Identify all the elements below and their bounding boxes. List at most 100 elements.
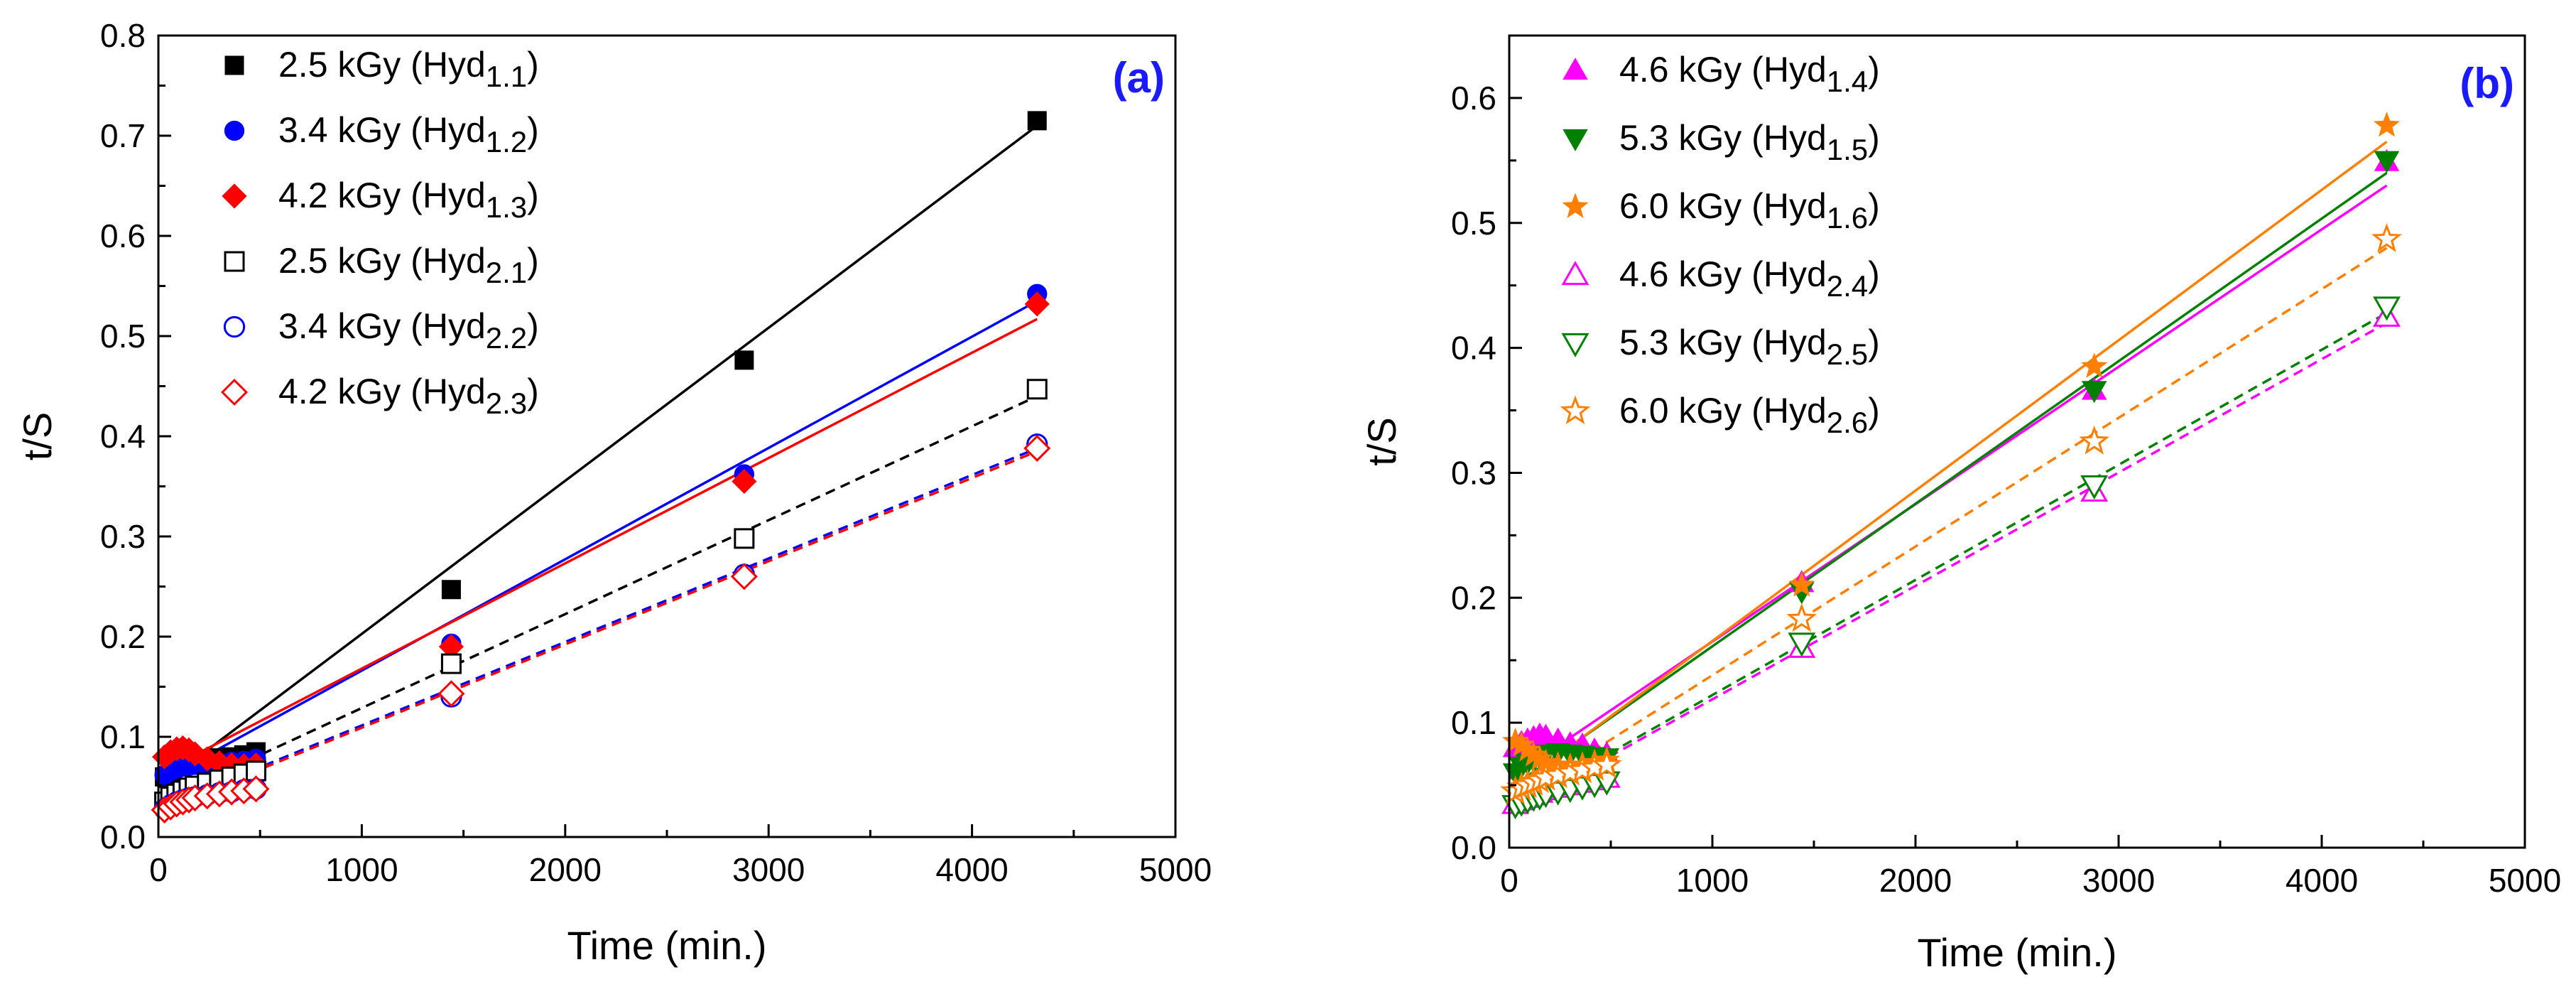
series-2 bbox=[1502, 151, 2400, 786]
x-tick-label: 5000 bbox=[2489, 862, 2561, 899]
x-axis-label: Time (min.) bbox=[1917, 930, 2116, 975]
data-point bbox=[1520, 741, 1547, 767]
fit-line-2 bbox=[1508, 171, 2388, 790]
legend-item: 4.2 kGy (Hyd2.3) bbox=[220, 372, 539, 420]
fit-line-5 bbox=[1509, 311, 2388, 811]
data-point bbox=[438, 680, 465, 708]
data-point bbox=[2079, 426, 2110, 455]
legend-label: 4.2 kGy (Hyd1.3) bbox=[278, 176, 539, 224]
legend-label: 3.4 kGy (Hyd2.2) bbox=[278, 306, 539, 355]
legend-item: 4.2 kGy (Hyd1.3) bbox=[222, 176, 539, 224]
data-point bbox=[1501, 727, 1529, 753]
data-point bbox=[2080, 475, 2109, 500]
x-tick-label: 3000 bbox=[732, 851, 805, 888]
data-point bbox=[440, 653, 462, 674]
y-tick-label: 0.2 bbox=[1451, 579, 1496, 616]
legend-item: 3.4 kGy (Hyd2.2) bbox=[223, 306, 539, 355]
fit-line-3 bbox=[1508, 141, 2388, 793]
x-tick-label: 5000 bbox=[1139, 851, 1212, 888]
data-point bbox=[245, 760, 266, 782]
y-tick-label: 0.4 bbox=[1451, 330, 1496, 367]
data-point bbox=[2374, 151, 2400, 173]
chart-panel-b: 0 1000 2000 3000 4000 5000 0.0 0.1 0.2 0.3 0.4 0.5 0… bbox=[1359, 34, 2561, 975]
series-3 bbox=[151, 291, 1050, 779]
x-tick-label: 2000 bbox=[1879, 862, 1952, 899]
data-point bbox=[2081, 381, 2107, 404]
legend-marker bbox=[222, 183, 247, 209]
legend-marker bbox=[224, 55, 244, 75]
fit-line-4 bbox=[158, 395, 1038, 804]
fit-line-2 bbox=[158, 300, 1038, 783]
series-4 bbox=[154, 379, 1048, 813]
y-tick-label: 0.0 bbox=[1451, 829, 1496, 866]
legend-marker bbox=[1563, 58, 1588, 80]
legend-item: 3.4 kGy (Hyd1.2) bbox=[224, 110, 539, 158]
data-point bbox=[730, 563, 758, 590]
legend-marker bbox=[1562, 193, 1589, 218]
data-point bbox=[1788, 632, 1816, 657]
legend-label: 6.0 kGy (Hyd2.6) bbox=[1619, 391, 1880, 439]
legend-marker bbox=[224, 251, 245, 272]
legend-item: 2.5 kGy (Hyd1.1) bbox=[224, 45, 539, 93]
data-point bbox=[1023, 434, 1051, 462]
data-point bbox=[2371, 223, 2402, 252]
legend-item: 6.0 kGy (Hyd2.6) bbox=[1560, 391, 1880, 439]
x-tick-label: 4000 bbox=[935, 851, 1008, 888]
series-6 bbox=[151, 434, 1051, 824]
y-tick-label: 0.2 bbox=[100, 618, 146, 655]
data-point bbox=[2373, 296, 2401, 321]
legend-marker bbox=[223, 315, 246, 338]
legend-label: 4.2 kGy (Hyd2.3) bbox=[278, 372, 539, 420]
legend-marker bbox=[224, 120, 245, 141]
series-5 bbox=[1501, 296, 2401, 820]
legend-label: 2.5 kGy (Hyd1.1) bbox=[278, 45, 539, 93]
x-tick-label: 0 bbox=[1500, 862, 1518, 899]
legend-label: 5.3 kGy (Hyd2.5) bbox=[1619, 323, 1880, 371]
legend: 4.6 kGy (Hyd1.4) 5.3 kGy (Hyd1.5) 6.0 kGy … bbox=[1560, 50, 1880, 439]
series-6 bbox=[1500, 223, 2402, 805]
legend-marker bbox=[1560, 395, 1591, 425]
y-tick-label: 0.1 bbox=[1451, 704, 1496, 741]
series-1 bbox=[1502, 148, 2400, 764]
fit-line-6 bbox=[1509, 247, 2388, 805]
legend-item: 4.6 kGy (Hyd1.4) bbox=[1563, 50, 1880, 98]
data-point bbox=[441, 580, 461, 600]
data-point bbox=[734, 528, 755, 549]
y-tick-label: 0.4 bbox=[100, 418, 146, 455]
legend-marker bbox=[220, 378, 249, 406]
y-tick-label: 0.6 bbox=[1451, 80, 1496, 117]
data-point bbox=[2081, 352, 2108, 378]
panel-label: (b) bbox=[2460, 60, 2514, 107]
y-tick-label: 0.3 bbox=[100, 518, 146, 555]
y-tick-label: 0.8 bbox=[100, 17, 146, 54]
data-point bbox=[734, 350, 754, 370]
data-point bbox=[2373, 111, 2401, 137]
legend-item: 6.0 kGy (Hyd1.6) bbox=[1562, 186, 1880, 234]
fit-line-6 bbox=[158, 450, 1038, 812]
data-point bbox=[1591, 749, 1622, 779]
x-tick-label: 1000 bbox=[325, 851, 398, 888]
fit-line-4 bbox=[1509, 321, 2388, 814]
x-tick-label: 2000 bbox=[529, 851, 602, 888]
plot-frame bbox=[157, 34, 1177, 838]
legend-label: 6.0 kGy (Hyd1.6) bbox=[1619, 186, 1880, 234]
legend-marker bbox=[1563, 129, 1588, 151]
legend-item: 2.5 kGy (Hyd2.1) bbox=[224, 241, 539, 289]
legend-label: 4.6 kGy (Hyd2.4) bbox=[1619, 254, 1880, 303]
x-tick-label: 1000 bbox=[1676, 862, 1749, 899]
data-point bbox=[732, 468, 757, 495]
data-point bbox=[1027, 111, 1047, 131]
data-point bbox=[242, 775, 270, 803]
y-tick-label: 0.3 bbox=[1451, 454, 1496, 491]
legend-marker bbox=[1561, 261, 1589, 286]
legend-marker bbox=[1561, 333, 1589, 357]
fit-line-1 bbox=[157, 124, 1038, 788]
y-axis-label: t/S bbox=[15, 412, 60, 460]
chart-panel-a: 0 1000 2000 3000 4000 5000 0.0 0.1 0.2 0.3 0.4 0.5 0… bbox=[15, 17, 1212, 968]
fit-line-3 bbox=[158, 318, 1038, 775]
legend-item: 5.3 kGy (Hyd2.5) bbox=[1561, 323, 1880, 371]
y-tick-label: 0.5 bbox=[1451, 205, 1496, 242]
y-axis-label: t/S bbox=[1359, 417, 1404, 465]
panel-label: (a) bbox=[1113, 54, 1165, 102]
